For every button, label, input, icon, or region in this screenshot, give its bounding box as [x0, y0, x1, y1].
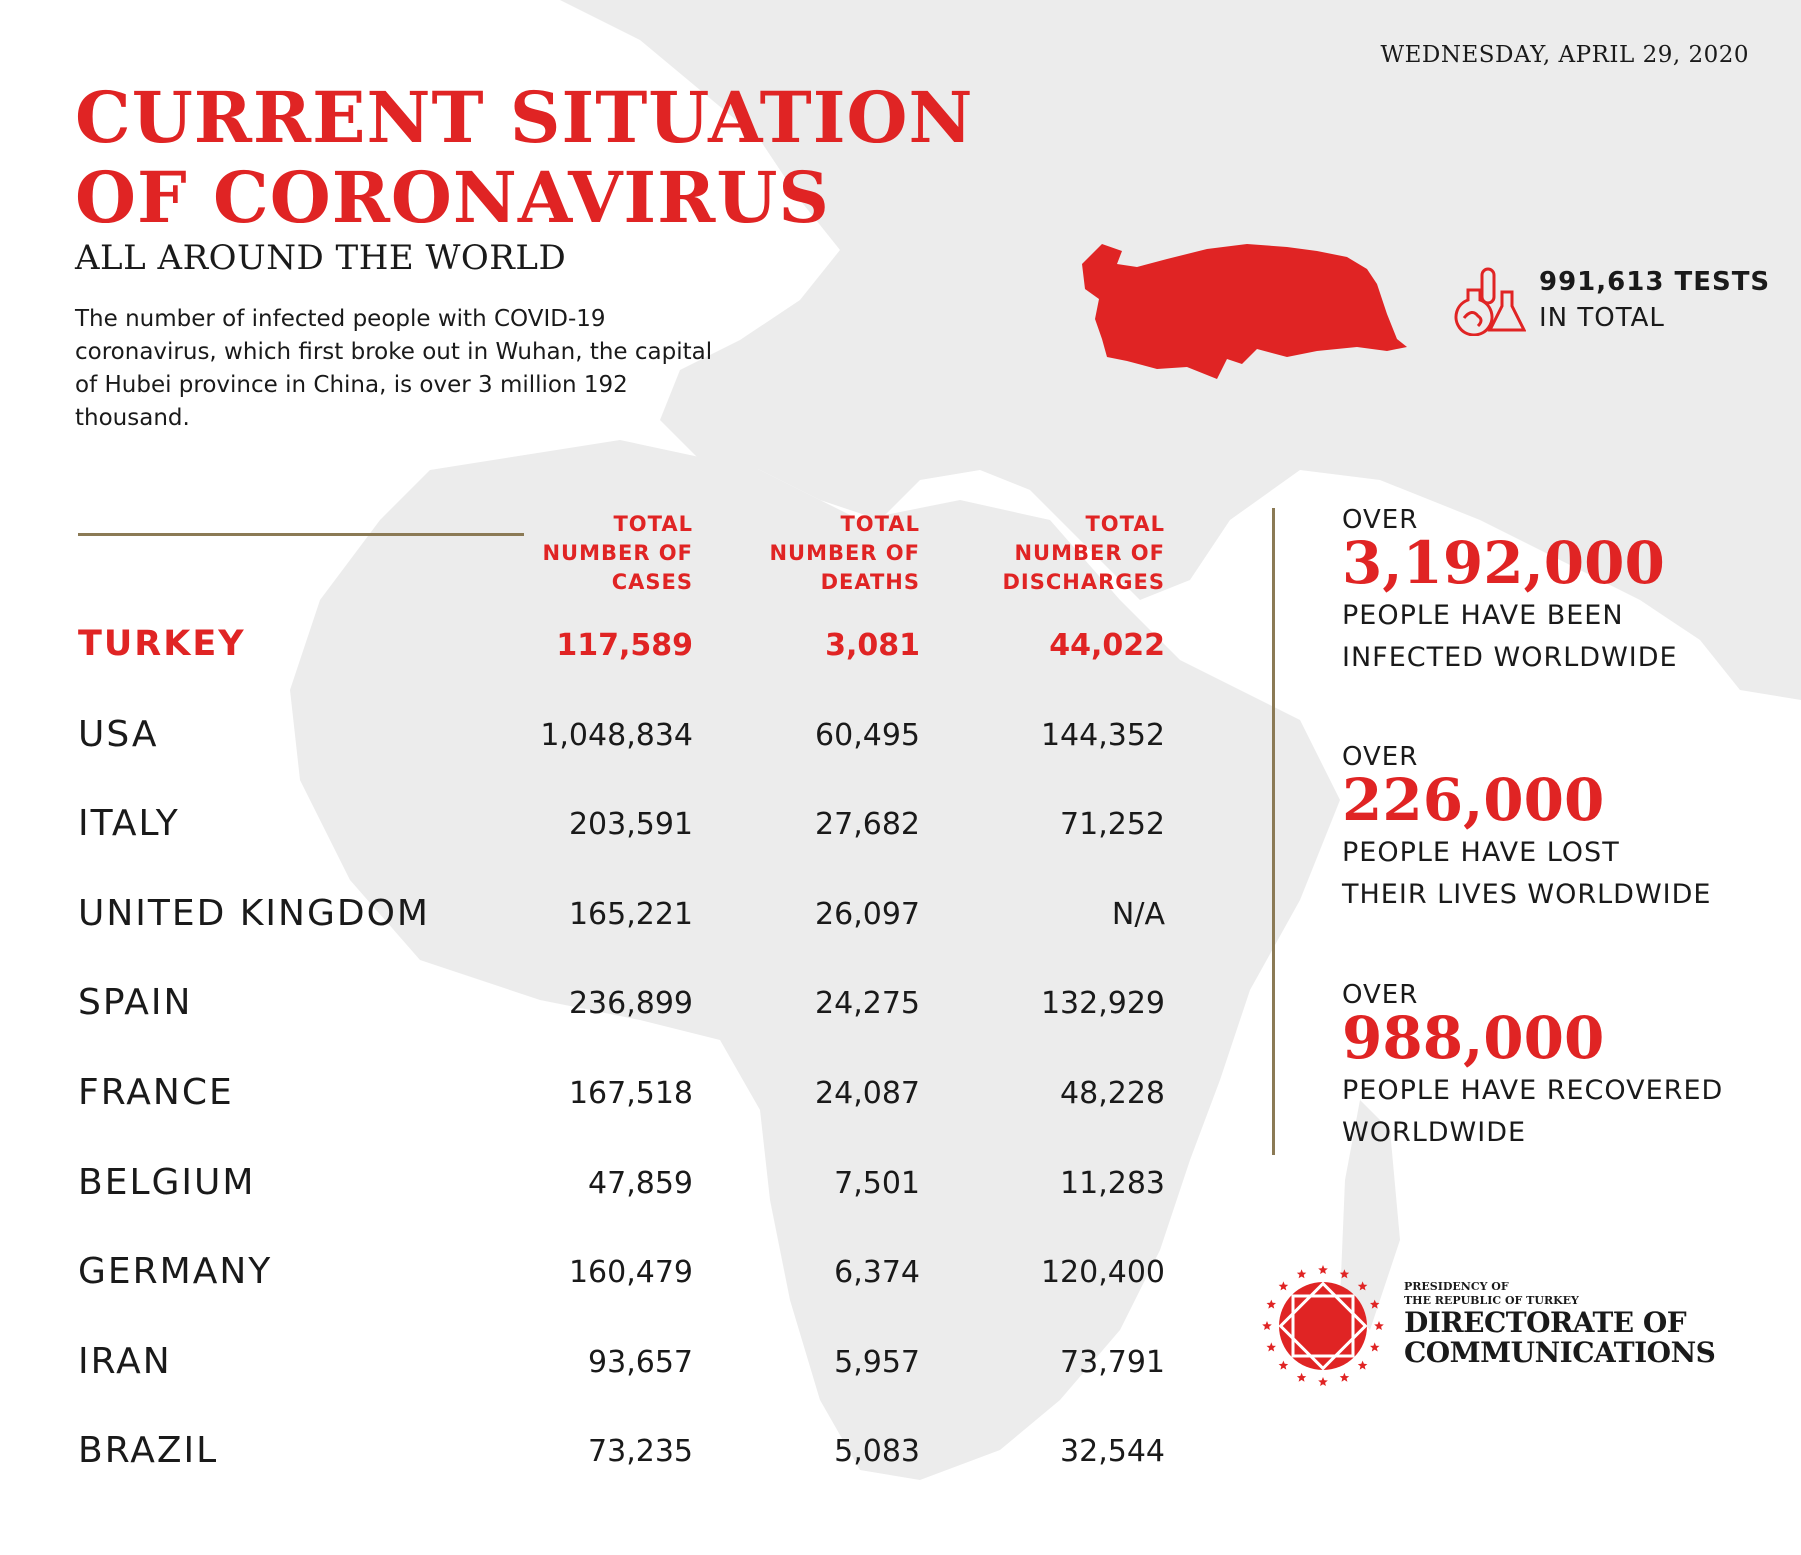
country-name: FRANCE [78, 1072, 234, 1113]
cases-value: 160,479 [568, 1255, 693, 1291]
star-icon [1278, 1360, 1289, 1370]
country-name: USA [78, 713, 159, 755]
deaths-value: 3,081 [825, 628, 920, 663]
deaths-value: 5,083 [834, 1434, 920, 1470]
star-icon [1357, 1360, 1368, 1370]
country-name: SPAIN [78, 982, 193, 1024]
table-row: TURKEY 117,589 3,081 44,022 [78, 624, 1168, 684]
cases-value: 93,657 [588, 1344, 693, 1380]
stat-deaths: OVER 226,000 PEOPLE HAVE LOST THEIR LIVE… [1342, 742, 1762, 916]
country-name: BELGIUM [78, 1161, 256, 1203]
table-row: ITALY 203,591 27,682 71,252 [78, 803, 1168, 863]
table-row: UNITED KINGDOM 165,221 26,097 N/A [78, 893, 1168, 953]
star-icon [1339, 1372, 1350, 1382]
discharges-value: N/A [1111, 896, 1165, 932]
star-icon [1266, 1299, 1276, 1309]
intro-paragraph: The number of infected people with COVID… [75, 306, 713, 431]
table-row: BELGIUM 47,859 7,501 11,283 [78, 1162, 1168, 1222]
discharges-value: 48,228 [1060, 1076, 1165, 1111]
discharges-value: 132,929 [1040, 986, 1165, 1022]
title-line-2: OF CORONAVIRUS [75, 156, 830, 239]
title-line-1: CURRENT SITUATION [75, 76, 974, 159]
tests-label: IN TOTAL [1539, 303, 1665, 333]
cases-value: 47,859 [588, 1165, 693, 1201]
stat-value: 3,192,000 [1342, 529, 1665, 597]
table-row: IRAN 93,657 5,957 73,791 [78, 1341, 1168, 1401]
table-row: BRAZIL 73,235 5,083 32,544 [78, 1430, 1168, 1490]
table-row: USA 1,048,834 60,495 144,352 [78, 714, 1168, 774]
cases-value: 236,899 [568, 986, 693, 1022]
date-label: WEDNESDAY, APRIL 29, 2020 [1380, 42, 1749, 68]
star-icon [1278, 1281, 1289, 1291]
table-header-rule [78, 533, 524, 536]
deaths-value: 60,495 [815, 717, 920, 753]
cases-value: 167,518 [568, 1076, 693, 1111]
stat-value: 988,000 [1342, 1004, 1605, 1072]
cases-value: 1,048,834 [540, 717, 693, 753]
deaths-value: 24,275 [815, 986, 920, 1022]
star-icon [1266, 1342, 1276, 1352]
table-row: FRANCE 167,518 24,087 48,228 [78, 1072, 1168, 1132]
country-name: ITALY [78, 803, 180, 845]
discharges-value: 144,352 [1040, 717, 1165, 753]
table-row: SPAIN 236,899 24,275 132,929 [78, 982, 1168, 1042]
cases-value: 165,221 [568, 896, 693, 932]
deaths-value: 7,501 [834, 1165, 920, 1201]
country-name: TURKEY [78, 624, 246, 664]
tests-value: 991,613 TESTS [1539, 267, 1771, 297]
star-icon [1262, 1321, 1272, 1330]
cases-value: 203,591 [568, 807, 693, 843]
vertical-divider [1272, 508, 1275, 1155]
star-icon [1296, 1372, 1307, 1382]
turkey-map [1082, 244, 1407, 379]
column-header-deaths: TOTAL NUMBER OF DEATHS [769, 512, 920, 594]
discharges-value: 73,791 [1060, 1344, 1165, 1380]
column-header-cases: TOTAL NUMBER OF CASES [542, 512, 693, 594]
page-subtitle: ALL AROUND THE WORLD [75, 238, 567, 278]
deaths-value: 26,097 [815, 896, 920, 932]
star-icon [1339, 1269, 1350, 1279]
star-icon [1318, 1377, 1328, 1386]
star-icon [1370, 1342, 1380, 1352]
star-icon [1296, 1269, 1307, 1279]
star-icon [1370, 1299, 1380, 1309]
discharges-value: 44,022 [1049, 628, 1165, 663]
column-header-discharges: TOTAL NUMBER OF DISCHARGES [1002, 512, 1165, 594]
deaths-value: 6,374 [834, 1255, 920, 1291]
table-row: GERMANY 160,479 6,374 120,400 [78, 1251, 1168, 1311]
discharges-value: 120,400 [1040, 1255, 1165, 1291]
deaths-value: 5,957 [834, 1344, 920, 1380]
discharges-value: 32,544 [1060, 1434, 1165, 1470]
country-name: UNITED KINGDOM [78, 892, 430, 934]
deaths-value: 24,087 [815, 1076, 920, 1111]
star-icon [1318, 1265, 1328, 1274]
star-icon [1374, 1321, 1384, 1330]
country-name: IRAN [78, 1340, 172, 1382]
cases-value: 117,589 [556, 628, 693, 663]
star-icon [1357, 1281, 1368, 1291]
stat-infected: OVER 3,192,000 PEOPLE HAVE BEEN INFECTED… [1342, 505, 1762, 679]
discharges-value: 11,283 [1060, 1165, 1165, 1201]
deaths-value: 27,682 [815, 807, 920, 843]
directorate-logo-text: PRESIDENCY OF THE REPUBLIC OF TURKEY DIR… [1404, 1280, 1716, 1369]
page-title: CURRENT SITUATION OF CORONAVIRUS [75, 78, 973, 238]
country-name: GERMANY [78, 1251, 273, 1293]
discharges-value: 71,252 [1060, 807, 1165, 843]
flasks-icon [1454, 267, 1526, 336]
stat-value: 226,000 [1342, 766, 1605, 834]
cases-value: 73,235 [588, 1434, 693, 1470]
stat-recovered: OVER 988,000 PEOPLE HAVE RECOVERED WORLD… [1342, 980, 1762, 1154]
country-name: BRAZIL [78, 1430, 219, 1472]
tests-total: 991,613 TESTS IN TOTAL [1539, 264, 1770, 336]
directorate-emblem-icon [1262, 1265, 1384, 1386]
